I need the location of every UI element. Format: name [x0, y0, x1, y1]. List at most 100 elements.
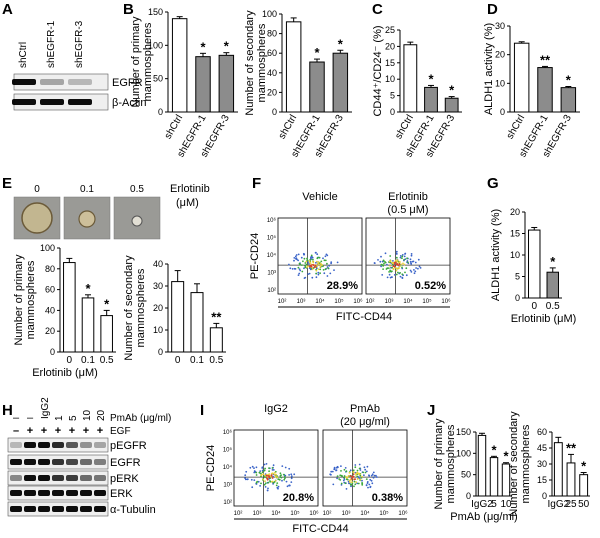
flow-dot [384, 261, 387, 264]
bar [566, 462, 576, 497]
flow-dot [353, 480, 356, 483]
flow-dot [261, 469, 264, 472]
flow-dot [398, 263, 401, 265]
flow-x-axis-label: FITC-CD44 [336, 311, 392, 323]
flow-dot [264, 467, 266, 470]
panel-a-western-blot: shCtrl shEGFR-1 shEGFR-3 EGFR β-Actin [12, 20, 146, 111]
flow-x-tick: 10² [278, 299, 287, 305]
blot-band [52, 506, 64, 512]
flow-dot [386, 276, 389, 279]
x-tick-label: 0 [67, 355, 73, 366]
flow-dot [323, 272, 326, 275]
blot-band [52, 442, 64, 448]
flow-dot [361, 482, 363, 484]
y-tick-label: 60 [537, 427, 547, 437]
flow-dot [377, 259, 379, 261]
flow-dot [309, 261, 311, 264]
flow-dot [297, 253, 300, 256]
y-axis-label-line: Number of secondary [244, 10, 256, 116]
flow-dot [263, 469, 266, 472]
significance-mark: * [550, 254, 556, 269]
x-tick-label: 0.5 [100, 355, 114, 366]
flow-dot [268, 476, 271, 479]
y-tick-label: 20 [153, 303, 163, 313]
flow-dot [330, 473, 332, 476]
blot-band [94, 490, 106, 496]
blot-band [24, 490, 36, 496]
y-axis-label: ALDH1 activity (%) [490, 209, 502, 301]
flow-dot [298, 272, 301, 275]
y-axis-label-line: mammospheres [142, 22, 154, 101]
treatment-label: Erlotinib [170, 183, 210, 195]
blot-band [40, 99, 64, 105]
flow-x-tick: 10² [234, 511, 243, 517]
flow-dot [326, 262, 328, 265]
flow-dot [340, 474, 343, 477]
flow-dot [323, 259, 326, 262]
blot-band [66, 442, 78, 448]
flow-dot [317, 273, 320, 276]
blot-band [24, 459, 36, 465]
flow-dot [396, 259, 399, 261]
flow-dot [266, 489, 269, 492]
flow-dot [262, 473, 265, 476]
flow-dot [403, 255, 406, 258]
flow-dot [413, 272, 416, 275]
y-axis-label-line: Number of primary [130, 16, 142, 108]
significance-mark: * [581, 459, 587, 474]
significance-mark: ** [566, 440, 577, 455]
flow-dot [399, 255, 402, 257]
blot-band [66, 506, 78, 512]
flow-dot [288, 484, 291, 487]
flow-y-tick: 10⁶ [223, 429, 233, 436]
blot-band [80, 490, 92, 496]
condition-sublabel: (0.5 μM) [387, 204, 428, 216]
pmab-dose-label: 20 [96, 409, 107, 421]
flow-dot [296, 258, 298, 261]
flow-dot [418, 265, 421, 268]
x-tick-label: shCtrl [163, 113, 186, 141]
flow-dot [339, 474, 342, 477]
flow-dot [315, 267, 318, 270]
flow-dot [255, 481, 258, 484]
flow-dot [306, 266, 308, 268]
flow-dot [320, 260, 323, 263]
flow-dot [320, 264, 323, 267]
y-axis-label: Number of secondarymammospheres [123, 255, 147, 361]
flow-dot [297, 259, 299, 262]
flow-dot [345, 470, 348, 473]
flow-dot [315, 261, 317, 264]
flow-dot [358, 463, 361, 466]
flow-dot [316, 256, 319, 259]
y-axis-label-line: mammospheres [445, 424, 457, 503]
flow-dot [267, 487, 269, 490]
flow-dot [314, 264, 317, 267]
blot-band [66, 459, 78, 465]
flow-dot [281, 479, 283, 482]
flow-dot [371, 482, 374, 485]
blot-band [24, 475, 36, 481]
flow-dot [263, 483, 266, 486]
flow-dot [406, 257, 408, 260]
bar [477, 434, 487, 497]
bar [579, 474, 589, 497]
flow-dot [300, 256, 303, 259]
y-tick-label: 20 [45, 326, 55, 336]
y-axis-label-line: Number of primary [433, 418, 445, 510]
bar [444, 97, 459, 113]
y-axis-label: Number of primarymammospheres [130, 16, 154, 108]
flow-dot [343, 468, 346, 471]
flow-dot [404, 271, 406, 274]
y-tick-label: 60 [267, 48, 277, 58]
flow-dot [306, 257, 308, 260]
y-tick-label: 5 [515, 272, 520, 282]
y-tick-label: 100 [456, 448, 471, 458]
significance-mark: * [491, 442, 497, 457]
flow-dot [350, 477, 353, 480]
y-axis-label: Number of secondarymammospheres [244, 10, 268, 116]
flow-dot [407, 261, 409, 264]
flow-y-tick: 10⁶ [267, 217, 277, 224]
flow-dot [294, 255, 297, 258]
flow-dot [288, 263, 290, 266]
flow-dot [389, 270, 392, 273]
